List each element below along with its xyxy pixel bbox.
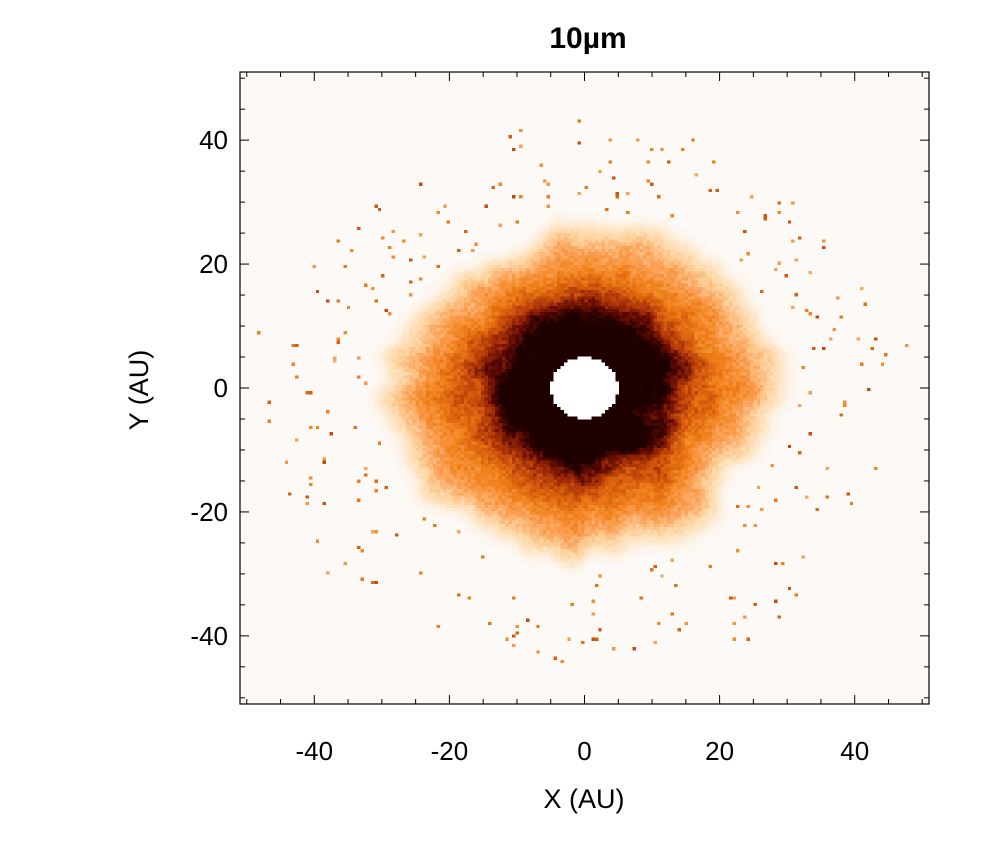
y-axis-label: Y (AU) [124,350,154,431]
x-tick-label: 40 [840,736,869,766]
x-tick-label: 20 [705,736,734,766]
x-tick-label: -40 [296,736,334,766]
y-tick-label: -40 [190,621,228,651]
x-tick-label: 0 [577,736,591,766]
x-axis-label: X (AU) [544,784,625,814]
y-tick-label: 0 [214,373,228,403]
y-tick-label: 20 [199,249,228,279]
axis-ticks [240,72,929,704]
chart-title: 10µm [549,22,626,55]
y-tick-label: 40 [199,125,228,155]
plot-area [239,71,930,705]
x-tick-labels: -40 -20 0 20 40 [296,736,870,766]
heatmap-image [240,72,929,704]
x-tick-label: -20 [431,736,469,766]
y-tick-label: -20 [190,497,228,527]
y-tick-labels: -40 -20 0 20 40 [190,125,228,651]
